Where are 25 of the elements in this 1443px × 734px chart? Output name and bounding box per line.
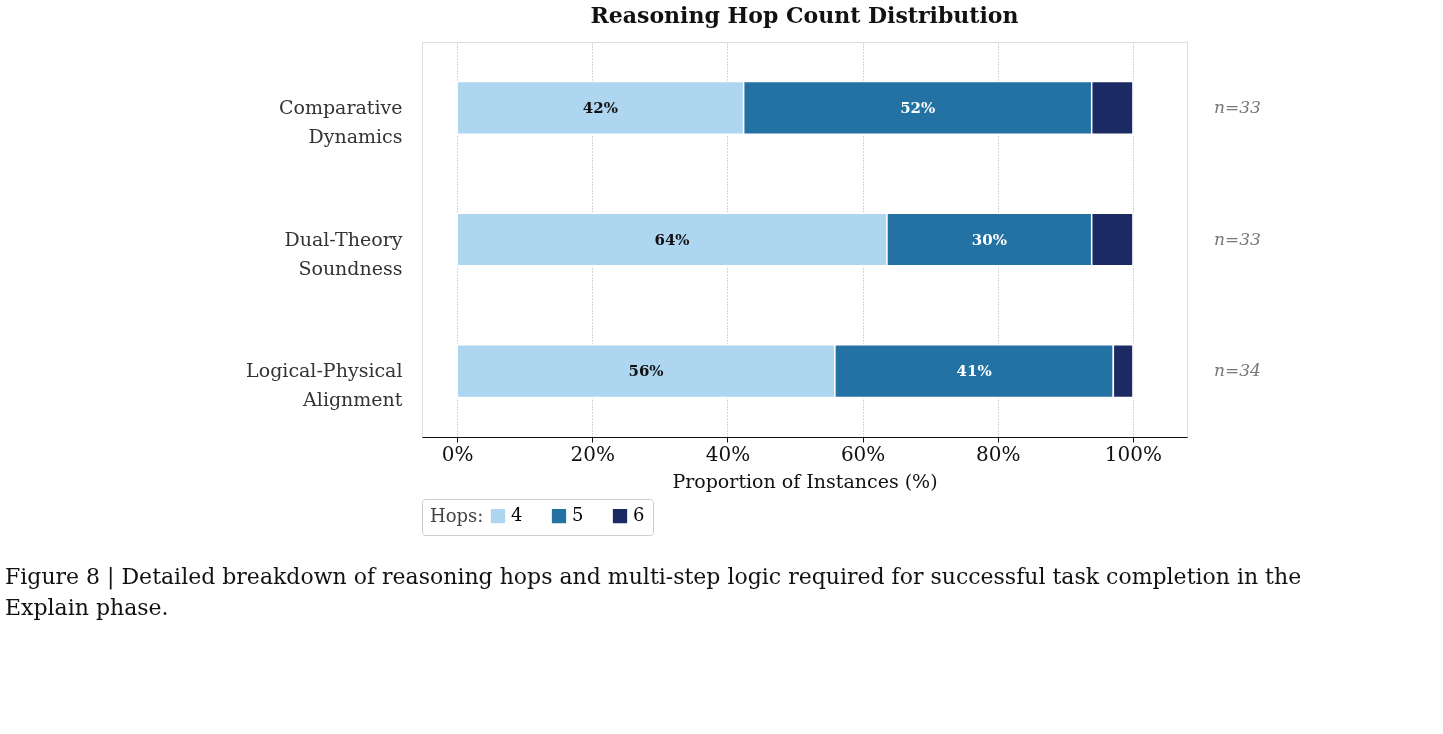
data-label: 30%	[971, 230, 1007, 249]
legend-label: 4	[511, 504, 523, 526]
x-tick-label: 60%	[840, 441, 886, 466]
legend-label: 6	[633, 504, 645, 526]
x-tick-label: 80%	[976, 441, 1021, 466]
caption: Figure 8 | Detailed breakdown of reasoning hops and multi-step logic required for successful task completion in the Explain phase.	[5, 564, 1302, 620]
x-axis-title: Proportion of Instances (%)	[672, 469, 938, 492]
y-tick-label: Dual-Theory Soundness	[284, 227, 403, 279]
data-label: 52%	[900, 98, 936, 117]
legend-title: Hops:	[430, 505, 484, 526]
data-label: 41%	[956, 362, 992, 381]
x-tick-label: 100%	[1104, 441, 1163, 466]
text: n=33	[1214, 96, 1261, 117]
text: n=34	[1214, 360, 1261, 381]
data-label: 42%	[582, 98, 618, 117]
x-tick-label: 20%	[570, 441, 616, 466]
x-tick-label: 0%	[441, 441, 474, 466]
y-tick-label: Logical-Physical Alignment	[246, 359, 403, 411]
y-tick-label: Comparative Dynamics	[278, 95, 403, 147]
legend-label: 5	[572, 504, 584, 526]
chart-title: Reasoning Hop Count Distribution	[590, 2, 1019, 28]
text: n=33	[1214, 228, 1261, 249]
data-label: 64%	[654, 230, 690, 249]
x-tick-label: 40%	[705, 441, 751, 466]
data-label: 56%	[628, 362, 664, 381]
